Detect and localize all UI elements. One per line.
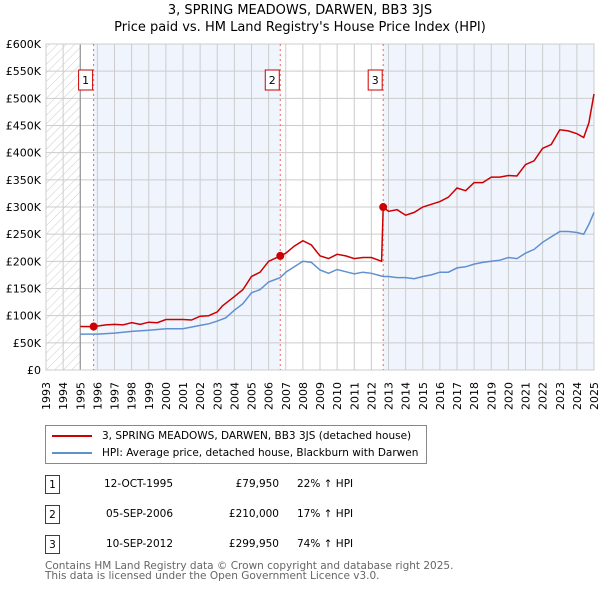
- sale-label: 3: [372, 74, 379, 87]
- y-tick-label: £250K: [6, 228, 42, 241]
- x-tick-label: 2012: [365, 382, 378, 410]
- x-tick-label: 2009: [314, 382, 327, 410]
- x-tick-label: 2013: [383, 382, 396, 410]
- y-tick-label: £450K: [6, 120, 42, 133]
- price-chart: 1993 1994 1995 1996 1997 1998 1999 2000 2001 2002…: [6, 38, 600, 410]
- sale-point: [276, 251, 285, 260]
- x-tick-label: 1997: [109, 382, 122, 410]
- legend-label: 3, SPRING MEADOWS, DARWEN, BB3 3JS (deta…: [102, 430, 412, 442]
- y-tick-label: £600K: [6, 38, 42, 51]
- x-tick-label: 2015: [417, 382, 430, 410]
- table-row: 2 05-SEP-2006 £210,000 17% ↑ HPI: [45, 505, 445, 525]
- y-tick-label: £50K: [13, 337, 42, 350]
- sale-price: £210,000: [228, 508, 279, 520]
- y-tick-label: £500K: [6, 92, 42, 105]
- x-tick-label: 2007: [280, 382, 293, 410]
- sale-label: 2: [269, 74, 276, 87]
- sale-badge: 2: [45, 505, 60, 524]
- x-tick-label: 1998: [126, 382, 139, 410]
- x-tick-label: 1994: [57, 382, 70, 410]
- y-tick-label: £150K: [6, 283, 42, 296]
- x-tick-label: 2003: [211, 382, 224, 410]
- legend: 3, SPRING MEADOWS, DARWEN, BB3 3JS (deta…: [45, 425, 427, 464]
- legend-label: HPI: Average price, detached house, Blac…: [102, 447, 419, 459]
- sale-date: 05-SEP-2006: [105, 508, 173, 520]
- x-tick-label: 2019: [485, 382, 498, 410]
- sale-label-box: [367, 69, 383, 91]
- y-tick-label: £400K: [6, 147, 42, 160]
- sale-label-box: [264, 69, 280, 91]
- sale-date: 10-SEP-2012: [105, 538, 173, 550]
- footer-copyright: Contains HM Land Registry data © Crown c…: [45, 560, 454, 572]
- legend-swatch-red: [52, 435, 92, 437]
- x-tick-label: 2004: [228, 382, 241, 410]
- x-tick-label: 2017: [451, 382, 464, 410]
- legend-item-hpi: HPI: Average price, detached house, Blac…: [52, 445, 418, 461]
- x-tick-label: 2025: [588, 382, 600, 410]
- hpi-line: [80, 212, 595, 335]
- sale-date: 12-OCT-1995: [104, 478, 173, 490]
- sale-point: [379, 203, 388, 212]
- price-paid-line: [80, 93, 595, 328]
- plot-border: [45, 43, 595, 371]
- x-tick-label: 1999: [143, 382, 156, 410]
- x-tick-label: 2006: [263, 382, 276, 410]
- x-tick-label: 2024: [571, 382, 584, 410]
- legend-item-property: 3, SPRING MEADOWS, DARWEN, BB3 3JS (deta…: [52, 428, 411, 444]
- x-tick-label: 2001: [177, 382, 190, 410]
- x-tick-label: 2002: [194, 382, 207, 410]
- sale-point: [89, 322, 98, 331]
- x-tick-label: 2020: [502, 382, 515, 410]
- sale-hpi: 74% ↑ HPI: [297, 538, 354, 550]
- sale-badge: 1: [45, 475, 60, 494]
- x-tick-label: 2010: [331, 382, 344, 410]
- table-row: 1 12-OCT-1995 £79,950 22% ↑ HPI: [45, 475, 445, 495]
- y-tick-label: £200K: [6, 255, 42, 268]
- x-tick-label: 2018: [468, 382, 481, 410]
- x-tick-label: 1996: [91, 382, 104, 410]
- sale-label-box: [78, 69, 94, 91]
- sale-label: 1: [82, 74, 89, 87]
- y-tick-label: £550K: [6, 65, 42, 78]
- sale-hpi: 22% ↑ HPI: [297, 478, 354, 490]
- x-tick-label: 2014: [400, 382, 413, 410]
- x-tick-label: 1993: [40, 382, 53, 410]
- sale-price: £79,950: [235, 478, 279, 490]
- x-tick-label: 2021: [520, 382, 533, 410]
- x-tick-label: 2008: [297, 382, 310, 410]
- legend-swatch-blue: [52, 452, 92, 454]
- sale-badge: 3: [45, 535, 60, 554]
- x-tick-label: 2022: [537, 382, 550, 410]
- y-tick-label: £100K: [6, 310, 42, 323]
- y-tick-label: £350K: [6, 174, 42, 187]
- table-row: 3 10-SEP-2012 £299,950 74% ↑ HPI: [45, 535, 445, 555]
- footer-licence: This data is licensed under the Open Gov…: [45, 570, 380, 582]
- x-tick-label: 2023: [554, 382, 567, 410]
- x-tick-label: 2005: [246, 382, 259, 410]
- x-tick-label: 2016: [434, 382, 447, 410]
- chart-title: 3, SPRING MEADOWS, DARWEN, BB3 3JS: [167, 3, 433, 18]
- x-tick-label: 1995: [74, 382, 87, 410]
- x-tick-label: 2011: [348, 382, 361, 410]
- sale-price: £299,950: [228, 538, 279, 550]
- x-tick-label: 2000: [160, 382, 173, 410]
- chart-subtitle: Price paid vs. HM Land Registry's House …: [114, 20, 486, 35]
- y-tick-label: £0: [27, 364, 41, 377]
- y-tick-label: £300K: [6, 201, 42, 214]
- sale-hpi: 17% ↑ HPI: [297, 508, 354, 520]
